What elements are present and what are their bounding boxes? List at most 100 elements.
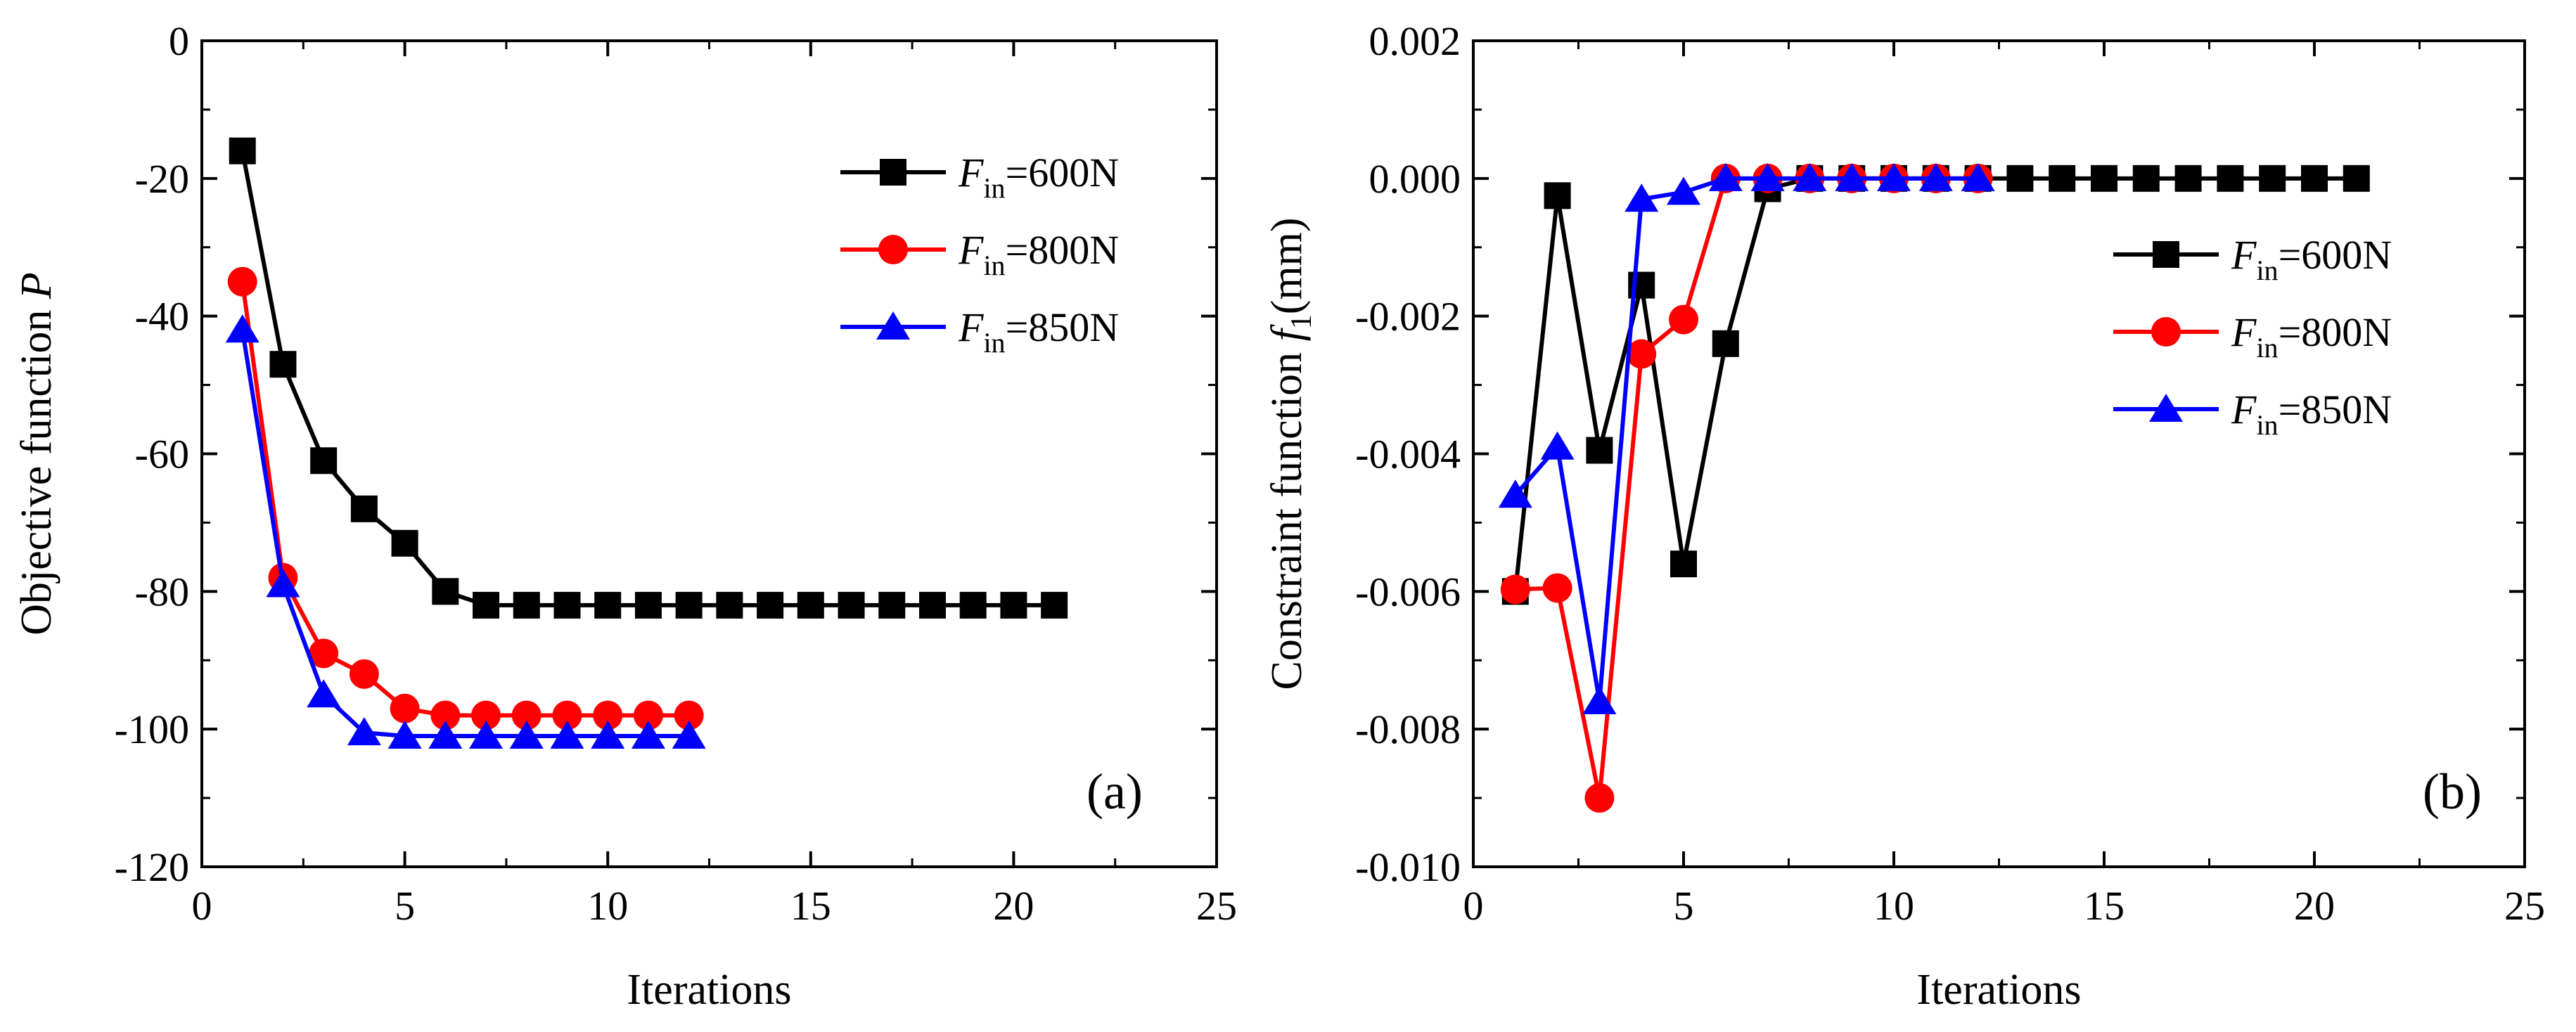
data-point: [675, 591, 703, 619]
legend-marker: [880, 159, 906, 186]
data-point: [1750, 162, 1785, 191]
series-line: [240, 150, 1055, 607]
data-point: [2174, 165, 2202, 192]
data-point: [1498, 479, 1532, 508]
data-point: [1712, 330, 1739, 357]
y-tick-label: -40: [135, 294, 189, 340]
legend-label: Fin=600N: [2231, 232, 2392, 286]
data-point: [473, 591, 500, 619]
data-point: [674, 700, 704, 730]
data-point: [797, 591, 824, 619]
data-point: [1586, 437, 1613, 464]
y-tick-label: -0.004: [1355, 432, 1461, 477]
legend-label: Fin=800N: [958, 227, 1119, 281]
x-tick-label: 20: [2294, 883, 2335, 929]
data-point: [1544, 182, 1571, 209]
panel-label: (b): [2423, 763, 2482, 820]
data-point: [634, 591, 662, 619]
series-Fin=850N: [225, 314, 706, 749]
legend: Fin=600N Fin=800N Fin=850N: [2113, 232, 2392, 441]
series-Fin=600N: [229, 137, 1068, 619]
series-line: [1513, 176, 1978, 702]
legend-marker: [2151, 317, 2181, 347]
series-line: [1513, 176, 2357, 592]
y-tick-label: -100: [115, 707, 189, 752]
y-axis-title: Objective function P: [13, 272, 60, 636]
data-point: [1918, 162, 1953, 191]
data-point: [509, 720, 544, 749]
series-Fin=800N: [227, 266, 704, 730]
data-point: [350, 495, 378, 522]
data-point: [2343, 165, 2370, 192]
data-point: [1670, 550, 1697, 578]
data-point: [1542, 573, 1572, 603]
data-point: [959, 591, 987, 619]
data-point: [1835, 162, 1869, 191]
data-point: [633, 700, 663, 730]
y-tick-label: 0: [169, 18, 189, 64]
legend-marker: [2153, 241, 2179, 268]
data-point: [2006, 165, 2034, 192]
data-point: [387, 720, 422, 749]
y-axis-title: Constraint function f1(mm): [1263, 218, 1318, 690]
data-point: [1793, 162, 1827, 191]
legend-marker: [878, 235, 908, 264]
data-point: [757, 591, 784, 619]
x-axis-title: Iterations: [627, 966, 791, 1014]
data-point: [310, 447, 338, 475]
data-point: [391, 529, 418, 557]
data-point: [1627, 339, 1657, 369]
data-point: [513, 591, 540, 619]
x-axis-title: Iterations: [1916, 966, 2081, 1014]
data-point: [511, 700, 542, 730]
data-point: [1669, 304, 1698, 335]
data-point: [1708, 162, 1743, 191]
y-tick-label: 0.002: [1369, 18, 1461, 64]
series-line: [240, 329, 689, 738]
data-point: [1961, 162, 1995, 191]
series-Fin=600N: [1501, 165, 2370, 605]
data-point: [430, 700, 461, 730]
y-tick-label: -0.002: [1355, 294, 1461, 340]
data-point: [227, 266, 257, 297]
legend-label: Fin=850N: [2231, 387, 2392, 441]
x-tick-label: 10: [587, 883, 628, 929]
panel-label: (a): [1087, 763, 1143, 820]
data-point: [390, 693, 420, 723]
y-tick-label: 0.000: [1369, 156, 1461, 202]
data-point: [918, 591, 946, 619]
data-point: [432, 578, 459, 605]
data-point: [594, 591, 622, 619]
data-point: [631, 720, 665, 749]
data-point: [225, 314, 259, 343]
x-tick-label: 15: [790, 883, 831, 929]
data-point: [878, 591, 906, 619]
data-point: [229, 137, 256, 165]
data-point: [552, 700, 582, 730]
data-point: [1625, 183, 1659, 212]
data-point: [2217, 165, 2244, 192]
data-point: [2132, 165, 2160, 192]
data-point: [428, 720, 463, 749]
data-point: [1877, 162, 1911, 191]
x-tick-label: 20: [993, 883, 1034, 929]
data-point: [1500, 574, 1530, 605]
y-tick-label: -120: [115, 844, 189, 890]
legend-label: Fin=850N: [958, 304, 1119, 359]
data-point: [1582, 686, 1617, 714]
data-point: [349, 659, 379, 689]
x-tick-label: 15: [2084, 883, 2125, 929]
data-point: [591, 720, 625, 749]
y-tick-label: -60: [135, 432, 189, 477]
legend: Fin=600N Fin=800N Fin=850N: [840, 150, 1119, 359]
y-tick-label: -20: [135, 156, 189, 202]
data-point: [469, 720, 504, 749]
data-point: [672, 720, 706, 749]
series-Fin=850N: [1498, 162, 1995, 714]
data-point: [1540, 431, 1575, 460]
legend-marker: [2149, 394, 2183, 422]
data-point: [1667, 176, 1700, 205]
data-point: [2091, 165, 2117, 192]
data-point: [550, 720, 584, 749]
